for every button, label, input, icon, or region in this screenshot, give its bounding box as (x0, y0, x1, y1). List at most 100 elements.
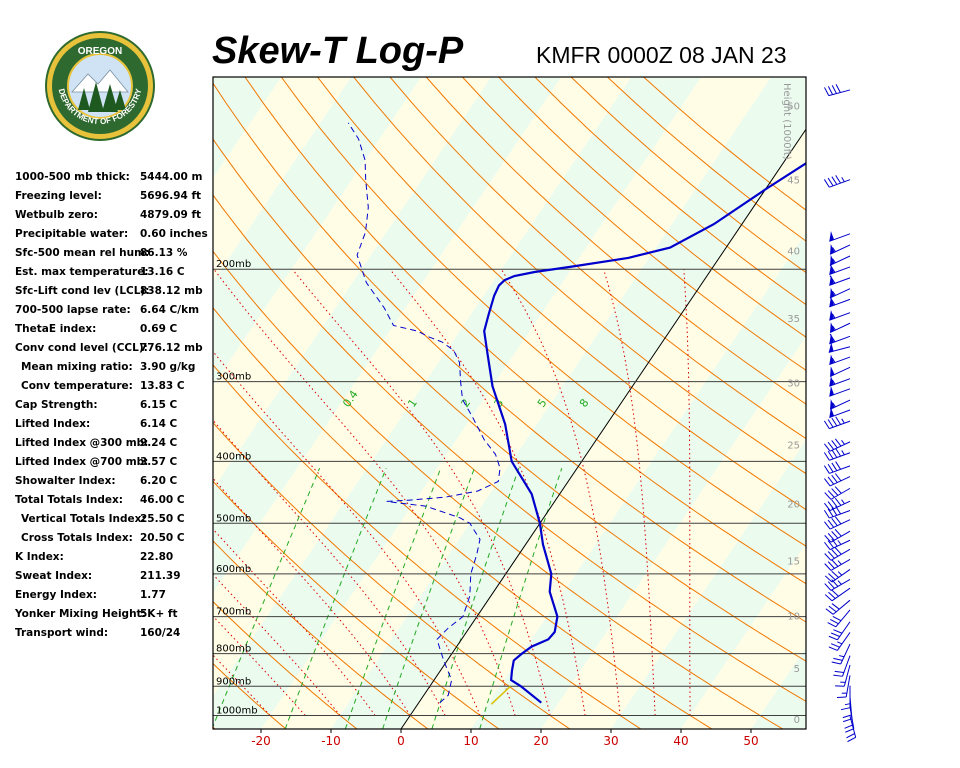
wind-barb-full (834, 516, 842, 525)
index-value: 3.90 g/kg (140, 361, 196, 373)
wind-barb-full (824, 553, 832, 561)
index-value: 160/24 (140, 627, 181, 639)
temperature-band (0, 77, 211, 729)
wind-barb-staff (829, 233, 851, 242)
wind-barb-full (825, 608, 834, 615)
index-label: Cross Totals Index: (21, 532, 133, 544)
index-label: Total Totals Index: (15, 494, 123, 506)
wind-barb-half (841, 177, 845, 182)
x-tick-label: 20 (533, 734, 548, 748)
height-tick-label: 35 (787, 314, 800, 325)
wind-barb-staff (829, 312, 851, 321)
wind-barb-half (837, 560, 842, 565)
index-value: 5K+ ft (140, 608, 178, 620)
wind-barb-flag (830, 243, 835, 255)
wind-barb (829, 407, 851, 419)
wind-barb-full (827, 450, 834, 460)
wind-barb (833, 655, 851, 677)
isobar-label: 500mb (216, 513, 251, 524)
height-axis-label: Height (1000ft) (781, 83, 792, 160)
wind-barb-full (824, 87, 830, 96)
x-tick-label: 10 (463, 734, 478, 748)
wind-barb-full (845, 728, 855, 733)
wind-barb-half (832, 247, 836, 252)
wind-barb-full (827, 508, 834, 517)
index-value: 9.24 C (140, 437, 178, 449)
dry-adiabat-line (389, 77, 806, 440)
wind-barb-full (831, 417, 838, 427)
wind-barb-full (831, 488, 839, 496)
wind-barb-full (828, 573, 836, 581)
wind-barb (844, 706, 855, 733)
wind-barb (824, 547, 851, 561)
wind-barb (829, 264, 851, 275)
logo-tree-icon (78, 82, 126, 112)
index-value: 13.83 C (140, 380, 185, 392)
wind-barb-full (824, 583, 832, 591)
wind-barb-full (842, 714, 852, 719)
wind-barb (840, 685, 851, 711)
index-label: Showalter Index: (15, 475, 116, 487)
wind-barb-full (833, 629, 843, 634)
wind-barb-full (827, 581, 835, 589)
index-label: Lifted Index @700 mb: (15, 456, 149, 468)
wind-barb-full (831, 661, 841, 665)
wind-barb-half (837, 540, 842, 545)
wind-barb-full (824, 563, 832, 571)
wind-barb-full (827, 551, 835, 559)
wind-barb (829, 399, 851, 410)
wind-barb-full (827, 533, 835, 541)
wind-barb-full (831, 462, 838, 471)
wind-barb (829, 333, 851, 345)
index-value: 776.12 mb (140, 342, 203, 354)
wind-barb-full (831, 538, 838, 547)
wind-barb-half (832, 258, 836, 264)
wind-barb-staff (836, 621, 851, 641)
height-tick-label: 0 (794, 715, 800, 726)
height-tick-label: 30 (787, 379, 800, 390)
height-tick-label: 10 (787, 611, 800, 622)
dry-adiabat-line (213, 540, 429, 729)
height-tick-label: 20 (787, 500, 800, 511)
wind-barb (824, 578, 851, 591)
wind-barb-full (827, 464, 834, 473)
wind-barb-full (827, 177, 834, 187)
wind-barb-full (831, 559, 839, 567)
wind-barb-staff (829, 519, 851, 530)
wind-barb-full (835, 461, 842, 470)
wind-barb-flag (829, 354, 835, 365)
wind-barb-flag (830, 399, 835, 410)
moist-adiabat-line (213, 654, 271, 716)
wind-barb-full (827, 561, 835, 569)
index-value: 4879.09 ft (140, 209, 202, 221)
moist-adiabat-line (291, 268, 551, 716)
index-value: 25.50 C (140, 513, 185, 525)
dry-adiabat-line (317, 77, 806, 511)
wind-barb-half (832, 325, 836, 331)
wind-barb (824, 473, 851, 487)
wind-barb-half (831, 379, 836, 385)
parcel-trace-line (490, 685, 511, 705)
wind-barb (824, 538, 851, 551)
wind-barb (846, 715, 857, 743)
wind-barb-half (837, 641, 843, 645)
index-label: 1000-500 mb thick: (15, 171, 130, 183)
dry-adiabat-line (213, 364, 642, 729)
wind-barb-staff (840, 643, 851, 665)
mixing-ratio-line (382, 468, 475, 729)
wind-barb-staff (829, 266, 851, 275)
isobar-label: 1000mb (216, 705, 258, 716)
plot-area: 0.4 1 2 3 5 8 (0, 77, 806, 729)
wind-barb (823, 175, 851, 188)
wind-barb-flag (830, 322, 835, 333)
dewpoint-profile-line (347, 122, 501, 704)
wind-barb-full (829, 333, 836, 343)
wind-barb-full (828, 646, 838, 651)
temperature-band (261, 77, 772, 729)
wind-barb-half (841, 499, 845, 505)
wind-barb-full (831, 499, 838, 508)
index-label: Sweat Index: (15, 570, 93, 582)
index-label: 700-500 lapse rate: (15, 304, 131, 316)
wind-barb-full (824, 535, 832, 543)
wind-barb-full (828, 635, 838, 641)
